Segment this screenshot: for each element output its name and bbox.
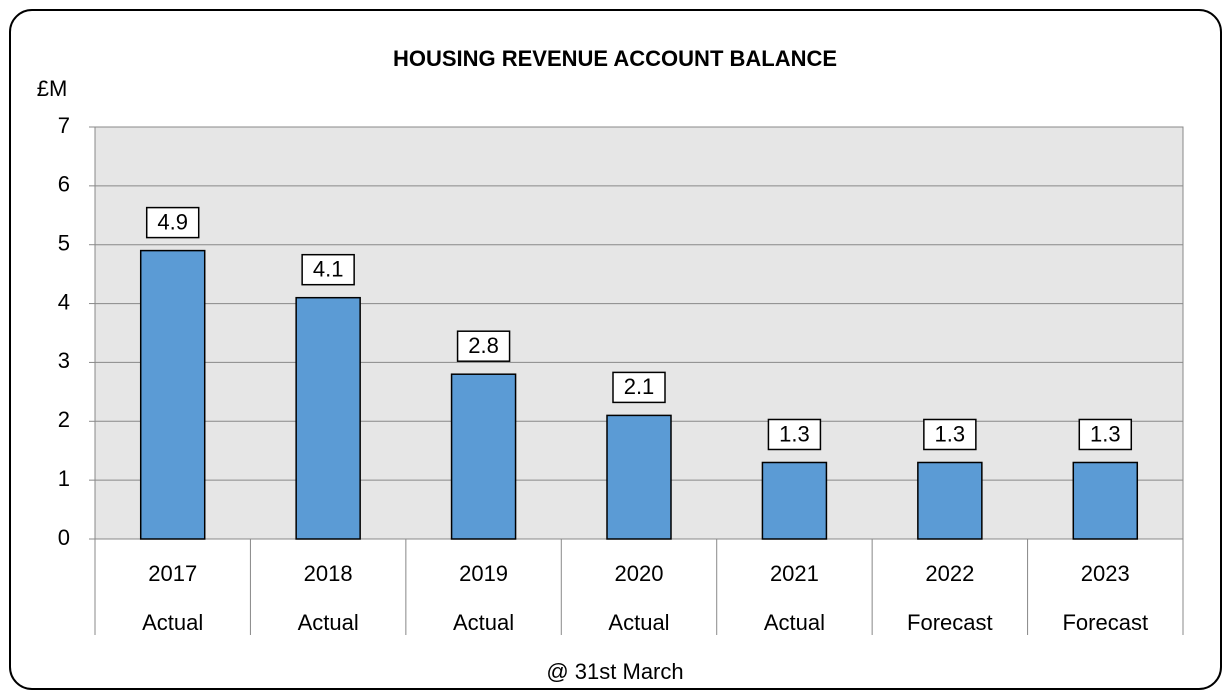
data-label: 4.1 — [313, 256, 344, 281]
bar — [295, 296, 361, 540]
x-tick-label: 2021 — [770, 561, 819, 586]
x-tick-sublabel: Actual — [298, 610, 359, 635]
y-tick-label: 6 — [58, 172, 70, 197]
data-label: 1.3 — [1090, 421, 1121, 446]
x-tick-label: 2020 — [615, 561, 664, 586]
x-tick-sublabel: Forecast — [907, 610, 993, 635]
x-tick-label: 2018 — [304, 561, 353, 586]
bar — [450, 373, 517, 540]
data-label: 4.9 — [157, 209, 188, 234]
y-tick-label: 7 — [58, 113, 70, 138]
x-tick-sublabel: Actual — [608, 610, 669, 635]
x-tick-sublabel: Actual — [453, 610, 514, 635]
bar — [606, 414, 672, 540]
x-tick-label: 2023 — [1081, 561, 1130, 586]
data-label: 2.1 — [624, 374, 655, 399]
bar — [1072, 461, 1139, 540]
y-tick-label: 1 — [58, 466, 70, 491]
bar — [139, 249, 206, 540]
data-label: 1.3 — [935, 421, 966, 446]
x-tick-sublabel: Actual — [764, 610, 825, 635]
x-axis-label: @ 31st March — [546, 659, 683, 684]
data-label-box — [456, 330, 511, 362]
y-tick-label: 5 — [58, 231, 70, 256]
y-axis-label: £M — [37, 76, 68, 101]
data-label: 2.8 — [468, 333, 499, 358]
data-label-box — [1078, 418, 1133, 451]
x-tick-sublabel: Actual — [142, 610, 203, 635]
x-tick-sublabel: Forecast — [1062, 610, 1148, 635]
data-label-box — [145, 206, 200, 239]
y-tick-label: 0 — [58, 525, 70, 550]
y-tick-label: 3 — [58, 348, 70, 373]
x-tick-label: 2022 — [925, 561, 974, 586]
x-tick-label: 2017 — [148, 561, 197, 586]
chart-title: HOUSING REVENUE ACCOUNT BALANCE — [393, 46, 837, 71]
data-label: 1.3 — [779, 421, 810, 446]
x-tick-label: 2019 — [459, 561, 508, 586]
data-label-box — [923, 418, 977, 451]
data-label-box — [612, 371, 666, 404]
bar — [761, 461, 828, 540]
y-tick-label: 2 — [58, 407, 70, 432]
data-label-box — [767, 418, 822, 451]
bar — [917, 461, 983, 540]
data-label-box — [301, 253, 355, 286]
y-tick-label: 4 — [58, 289, 70, 314]
